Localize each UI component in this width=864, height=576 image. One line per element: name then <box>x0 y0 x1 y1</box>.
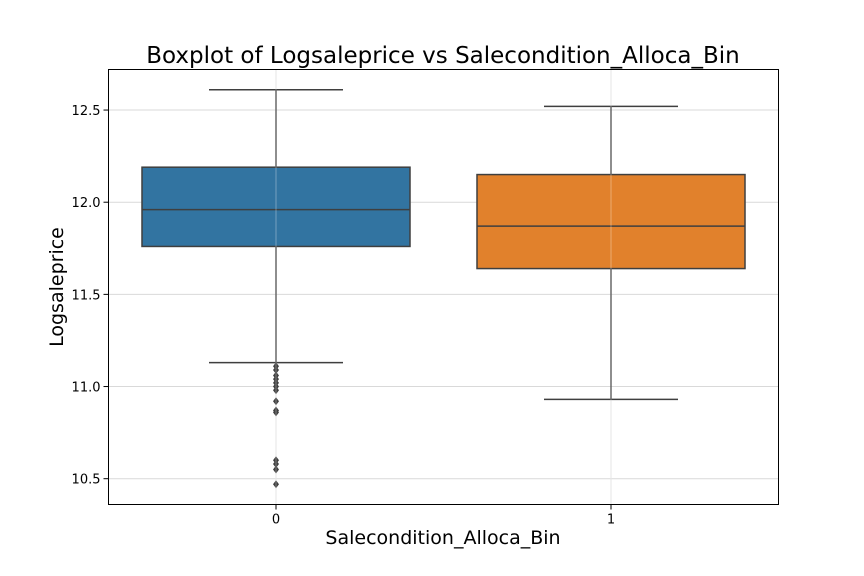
y-tick-label: 10.5 <box>72 473 101 488</box>
box-layer <box>141 69 746 505</box>
y-tick-label: 12.5 <box>72 104 101 119</box>
grid-layer <box>108 69 779 505</box>
y-axis-label: Logsaleprice <box>46 227 68 347</box>
chart-title: Boxplot of Logsaleprice vs Salecondition… <box>146 43 739 69</box>
axis-layer: 10.5 11.0 11.5 12.0 12.5 0 1 <box>72 104 616 527</box>
y-tick-label: 11.0 <box>72 381 101 396</box>
plot-frame <box>108 69 779 505</box>
x-axis-label: Salecondition_Alloca_Bin <box>325 527 560 549</box>
y-tick-label: 12.0 <box>72 196 101 211</box>
y-tick-label: 11.5 <box>72 288 101 303</box>
x-tick-label: 0 <box>272 513 280 528</box>
x-tick-label: 1 <box>607 513 615 528</box>
